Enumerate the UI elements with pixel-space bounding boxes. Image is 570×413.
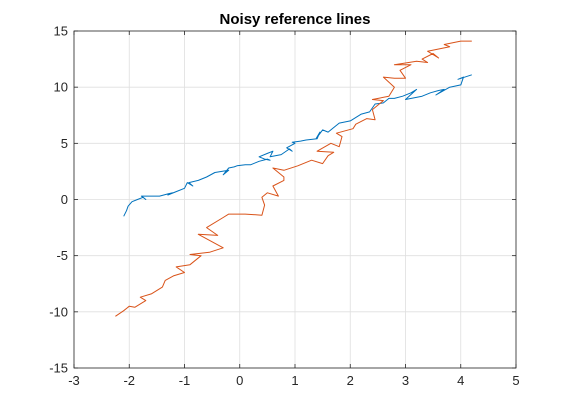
series-layer <box>115 40 472 317</box>
series-line-1 <box>123 74 472 217</box>
y-tick-label: 5 <box>61 136 68 151</box>
x-tick-label: 3 <box>402 373 409 388</box>
x-tick-label: -2 <box>123 373 135 388</box>
x-tick-label: 5 <box>512 373 519 388</box>
x-tick-label: 0 <box>236 373 243 388</box>
chart-title: Noisy reference lines <box>220 11 371 28</box>
y-tick-label: 10 <box>54 80 68 95</box>
y-tick-label: 0 <box>61 192 68 207</box>
y-tick-label: -10 <box>49 304 68 319</box>
series-line-2 <box>115 40 472 317</box>
x-tick-label: -3 <box>68 373 80 388</box>
x-tick-label: 2 <box>347 373 354 388</box>
y-tick-label: -5 <box>56 248 68 263</box>
x-tick-label: -1 <box>179 373 191 388</box>
y-tick-label: -15 <box>49 361 68 376</box>
y-tick-label: 15 <box>54 24 68 39</box>
x-tick-label: 4 <box>457 373 464 388</box>
x-tick-label: 1 <box>291 373 298 388</box>
